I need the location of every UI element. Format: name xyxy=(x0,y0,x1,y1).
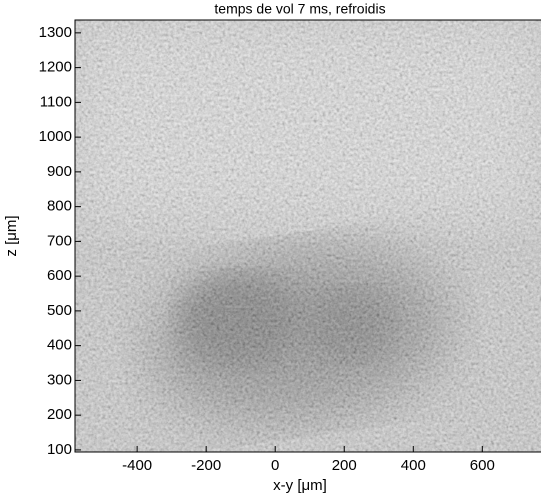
plot-frame xyxy=(74,19,541,453)
x-tick-label: -200 xyxy=(191,457,221,474)
x-tick-label: 200 xyxy=(332,457,357,474)
y-tick-label: 500 xyxy=(47,302,72,319)
y-tick-label: 100 xyxy=(47,441,72,458)
y-tick-label: 200 xyxy=(47,406,72,423)
y-tick-label: 400 xyxy=(47,337,72,354)
x-tick-label: 600 xyxy=(470,457,495,474)
y-tick-label: 1000 xyxy=(39,128,72,145)
y-tick-label: 900 xyxy=(47,163,72,180)
y-tick-label: 800 xyxy=(47,198,72,215)
x-tick-label: 0 xyxy=(271,457,279,474)
x-tick-label: 400 xyxy=(401,457,426,474)
chart-title: temps de vol 7 ms, refroidis xyxy=(214,1,385,17)
image xyxy=(75,20,541,452)
y-tick-label: 1200 xyxy=(39,59,72,76)
x-axis-label: x-y [μm] xyxy=(273,477,327,494)
y-tick-label: 700 xyxy=(47,232,72,249)
y-axis-label: z [μm] xyxy=(3,215,20,256)
x-tick-label: -400 xyxy=(122,457,152,474)
y-tick-label: 600 xyxy=(47,267,72,284)
y-tick-label: 1100 xyxy=(40,93,72,110)
y-tick-label: 1300 xyxy=(39,24,72,41)
y-tick-label: 300 xyxy=(47,371,72,388)
